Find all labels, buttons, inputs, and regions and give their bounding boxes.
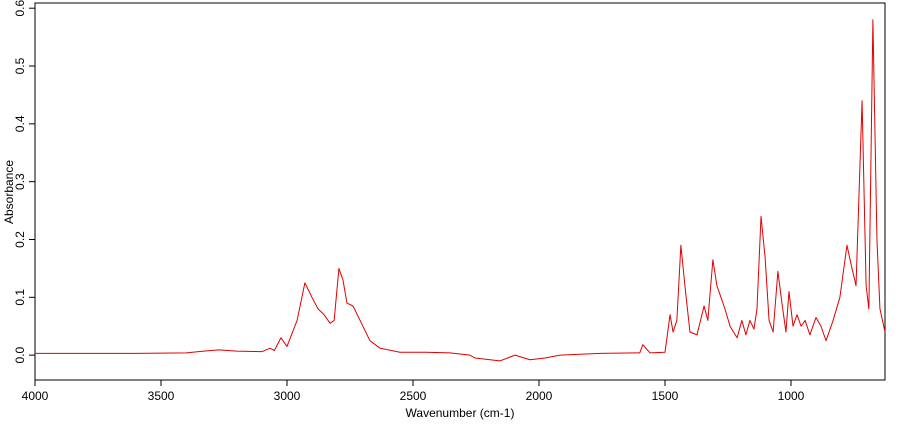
- y-tick-label: 0.2: [13, 231, 27, 248]
- x-tick-label: 1000: [778, 389, 805, 403]
- x-tick-label: 2500: [400, 389, 427, 403]
- x-tick-label: 1500: [652, 389, 679, 403]
- y-tick-label: 0.1: [13, 289, 27, 306]
- x-tick-label: 2000: [526, 389, 553, 403]
- spectrum-line: [35, 19, 886, 362]
- y-tick-label: 0.4: [13, 115, 27, 132]
- x-tick-label: 3500: [148, 389, 175, 403]
- x-tick-label: 4000: [22, 389, 49, 403]
- y-tick-label: 0.3: [13, 173, 27, 190]
- y-axis-label: Absorbance: [2, 160, 16, 224]
- y-tick-label: 0.5: [13, 57, 27, 74]
- x-tick-label: 3000: [274, 389, 301, 403]
- y-tick-label: 0.0: [13, 346, 27, 363]
- y-tick-label: 0.6: [13, 0, 27, 17]
- plot-frame: [34, 2, 886, 381]
- x-axis-label: Wavenumber (cm-1): [406, 406, 515, 420]
